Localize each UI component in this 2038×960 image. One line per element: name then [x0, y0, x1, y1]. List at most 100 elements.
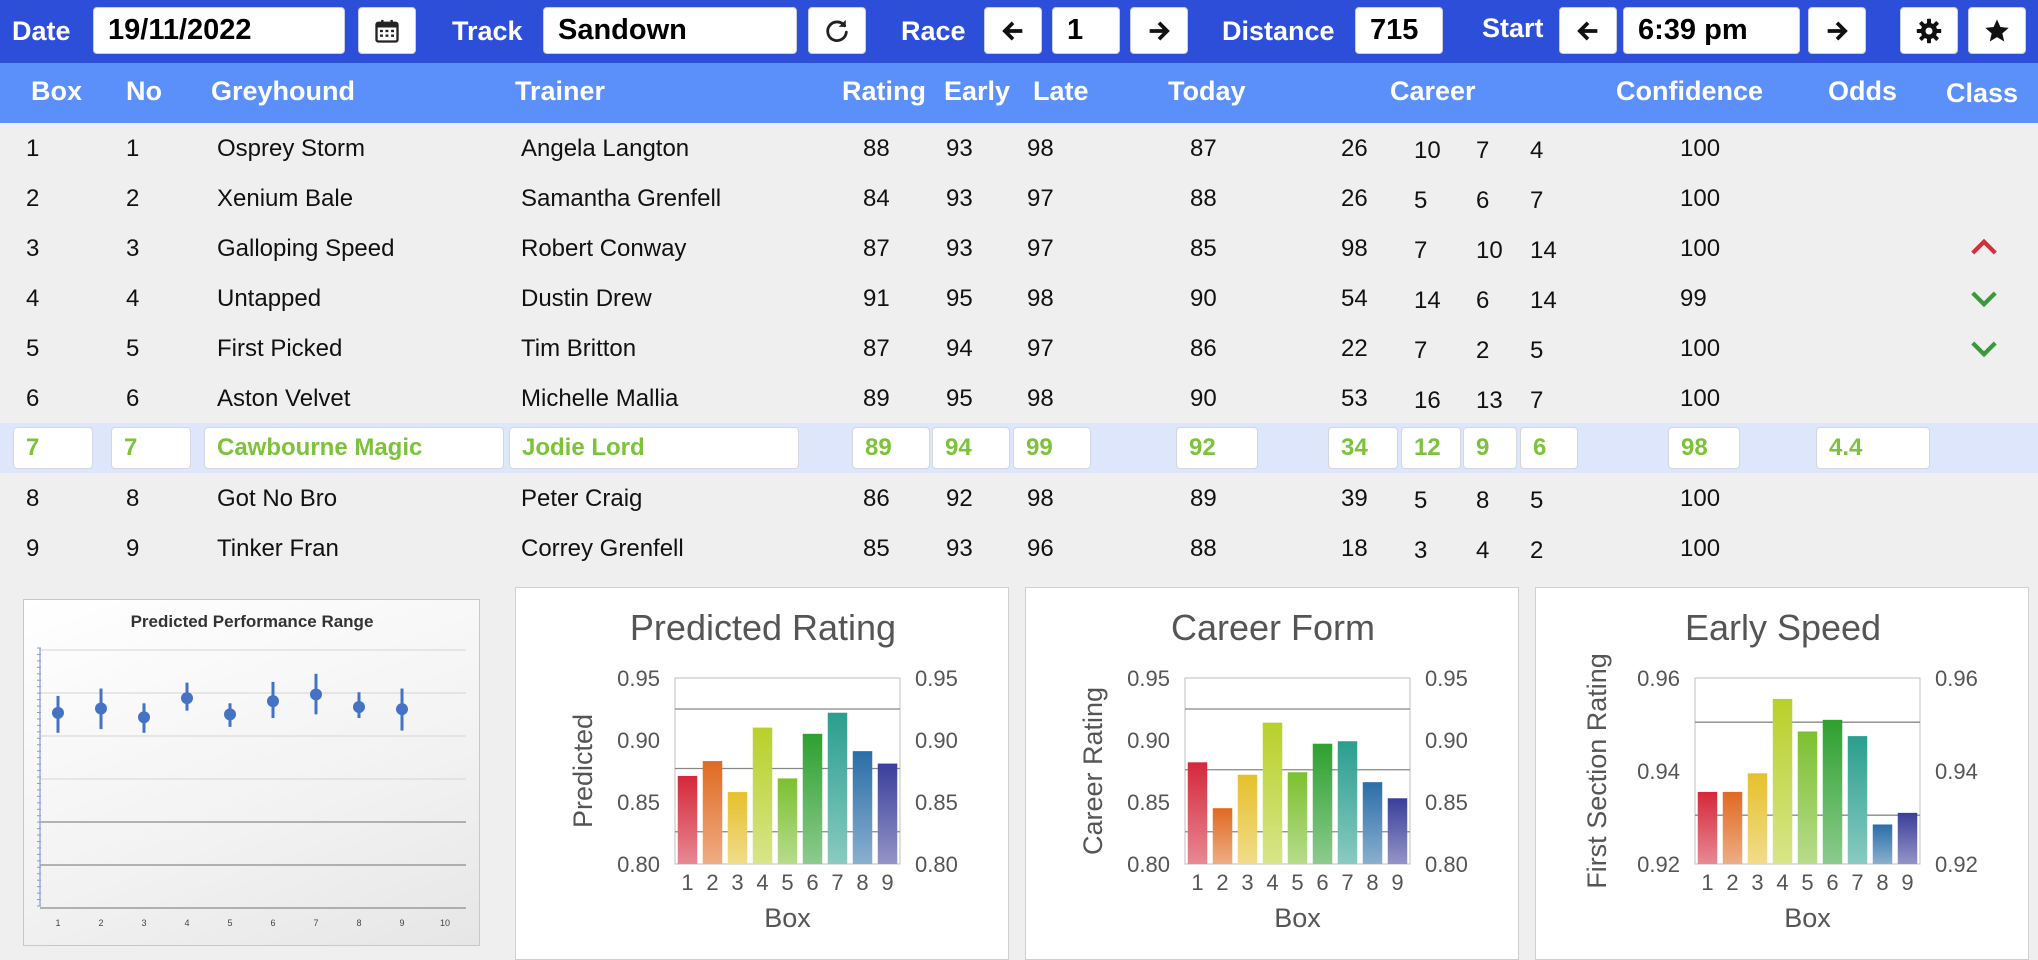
- cell-c1: 18: [1341, 535, 1368, 562]
- cell-greyhound[interactable]: Cawbourne Magic: [204, 427, 504, 469]
- cell-early: 93: [946, 135, 973, 162]
- cell-trainer: Michelle Mallia: [521, 385, 679, 412]
- refresh-icon: [826, 19, 848, 42]
- cell-rating: 88: [863, 135, 890, 162]
- race-field[interactable]: 1: [1052, 7, 1120, 54]
- cell-late[interactable]: 99: [1013, 427, 1091, 469]
- cell-c2[interactable]: 12: [1401, 427, 1461, 469]
- gear-icon: [1916, 18, 1942, 43]
- table-row[interactable]: 3 3 Galloping Speed Robert Conway 87 93 97 85 98…: [0, 223, 2038, 273]
- refresh-button[interactable]: [808, 7, 866, 54]
- cell-no[interactable]: 7: [111, 427, 191, 469]
- cell-trainer[interactable]: Jodie Lord: [509, 427, 799, 469]
- y-tick-label-left: 0.95: [1127, 666, 1170, 691]
- cell-c4: 5: [1530, 487, 1544, 514]
- cell-rating: 85: [863, 535, 890, 562]
- cell-today[interactable]: 92: [1176, 427, 1258, 469]
- cell-early: 93: [946, 535, 973, 562]
- range-point: [52, 706, 64, 719]
- date-field[interactable]: 19/11/2022: [93, 7, 345, 54]
- race-next-button[interactable]: [1130, 7, 1188, 54]
- column-header-greyhound[interactable]: Greyhound: [211, 76, 356, 106]
- bar: [727, 792, 748, 864]
- column-header-box[interactable]: Box: [31, 76, 83, 106]
- race-prev-button[interactable]: [984, 7, 1042, 54]
- cell-box[interactable]: 7: [13, 427, 93, 469]
- x-tick-label: 5: [1801, 870, 1813, 895]
- cell-late: 98: [1027, 385, 1054, 412]
- cell-today: 90: [1190, 385, 1217, 412]
- range-chart-title: Predicted Performance Range: [131, 612, 374, 631]
- bar: [1722, 791, 1743, 864]
- bar: [752, 727, 773, 864]
- table-row[interactable]: 6 6 Aston Velvet Michelle Mallia 89 95 98 90 53 1…: [0, 373, 2038, 423]
- cell-c1[interactable]: 34: [1328, 427, 1398, 469]
- cell-greyhound: Untapped: [217, 285, 322, 312]
- cell-c4: 4: [1530, 137, 1544, 164]
- x-axis-label: Box: [1274, 903, 1321, 933]
- cell-box: 6: [26, 385, 40, 412]
- table-row[interactable]: 8 8 Got No Bro Peter Craig 86 92 98 89 39 5 8 5 100: [0, 473, 2038, 523]
- table-row[interactable]: 9 9 Tinker Fran Correy Grenfell 85 93 96 88 18 3 4…: [0, 523, 2038, 573]
- x-tick-label: 1: [1701, 870, 1713, 895]
- range-point: [181, 692, 193, 705]
- distance-field[interactable]: 715: [1355, 7, 1443, 54]
- table-row[interactable]: 2 2 Xenium Bale Samantha Grenfell 84 93 97 88 26…: [0, 173, 2038, 223]
- x-tick-label: 8: [1876, 870, 1888, 895]
- track-field[interactable]: Sandown: [543, 7, 797, 54]
- cell-box: 2: [26, 185, 40, 212]
- cell-no: 6: [126, 385, 140, 412]
- cell-today: 90: [1190, 285, 1217, 312]
- range-point: [95, 702, 107, 715]
- column-header-rating[interactable]: Rating: [842, 76, 926, 106]
- x-tick-label: 2: [1726, 870, 1738, 895]
- bar: [1287, 772, 1308, 864]
- column-header-early[interactable]: Early: [944, 76, 1011, 106]
- column-header-today[interactable]: Today: [1168, 76, 1246, 106]
- cell-c4: 7: [1530, 187, 1544, 214]
- bar: [1897, 812, 1918, 864]
- column-header-odds[interactable]: Odds: [1828, 76, 1898, 106]
- range-point: [224, 708, 236, 721]
- column-header-confidence[interactable]: Confidence: [1616, 76, 1764, 106]
- y-tick-label-right: 0.92: [1935, 852, 1978, 877]
- x-tick-label: 2: [98, 918, 103, 928]
- table-row[interactable]: 4 4 Untapped Dustin Drew 91 95 98 90 54 14 6 14 99: [0, 273, 2038, 323]
- table-row[interactable]: 1 1 Osprey Storm Angela Langton 88 93 98 87 26 10…: [0, 123, 2038, 173]
- cell-c3[interactable]: 9: [1463, 427, 1517, 469]
- cell-confidence: 99: [1680, 285, 1707, 312]
- race-label: Race: [901, 16, 966, 46]
- predicted-rating-chart: Predicted Rating 0.95 0.95 0.90 0.90 0.85 0.85…: [515, 587, 1009, 960]
- table-row[interactable]: 7 7 Cawbourne Magic Jodie Lord 89 94 99 92 34 12 9…: [0, 423, 2038, 473]
- settings-button[interactable]: [1900, 7, 1958, 54]
- cell-greyhound: Aston Velvet: [217, 385, 351, 412]
- cell-confidence[interactable]: 98: [1668, 427, 1740, 469]
- start-label: Start: [1482, 13, 1544, 43]
- column-header-trainer[interactable]: Trainer: [515, 76, 606, 106]
- calendar-button[interactable]: [358, 7, 416, 54]
- favourite-button[interactable]: [1968, 7, 2026, 54]
- cell-rating[interactable]: 89: [852, 427, 930, 469]
- y-tick-label-left: 0.85: [617, 790, 660, 815]
- start-next-button[interactable]: [1808, 7, 1866, 54]
- cell-c4[interactable]: 6: [1520, 427, 1578, 469]
- column-header-late[interactable]: Late: [1033, 76, 1089, 106]
- y-tick-label-left: 0.90: [1127, 728, 1170, 753]
- y-tick-label-right: 0.95: [915, 666, 958, 691]
- column-header-career[interactable]: Career: [1390, 76, 1476, 106]
- career-form-chart: Career Form 0.95 0.95 0.90 0.90 0.85 0.85 0.80 0…: [1025, 587, 1519, 960]
- y-axis-label: First Section Rating: [1582, 653, 1612, 889]
- column-header-no[interactable]: No: [126, 76, 162, 106]
- range-point: [310, 688, 322, 701]
- table-row[interactable]: 5 5 First Picked Tim Britton 87 94 97 86 22 7 2 5 10…: [0, 323, 2038, 373]
- toolbar: Date 19/11/2022 Track Sandown Race 1 Dis…: [0, 0, 2038, 63]
- column-header-class[interactable]: Class: [1946, 78, 2019, 108]
- start-prev-button[interactable]: [1559, 7, 1617, 54]
- cell-odds[interactable]: 4.4: [1816, 427, 1930, 469]
- bar: [1747, 773, 1768, 864]
- cell-early[interactable]: 94: [932, 427, 1010, 469]
- cell-early: 93: [946, 235, 973, 262]
- cell-late: 97: [1027, 235, 1054, 262]
- start-time-field[interactable]: 6:39 pm: [1623, 7, 1800, 54]
- arrow-right-icon: [1827, 21, 1848, 40]
